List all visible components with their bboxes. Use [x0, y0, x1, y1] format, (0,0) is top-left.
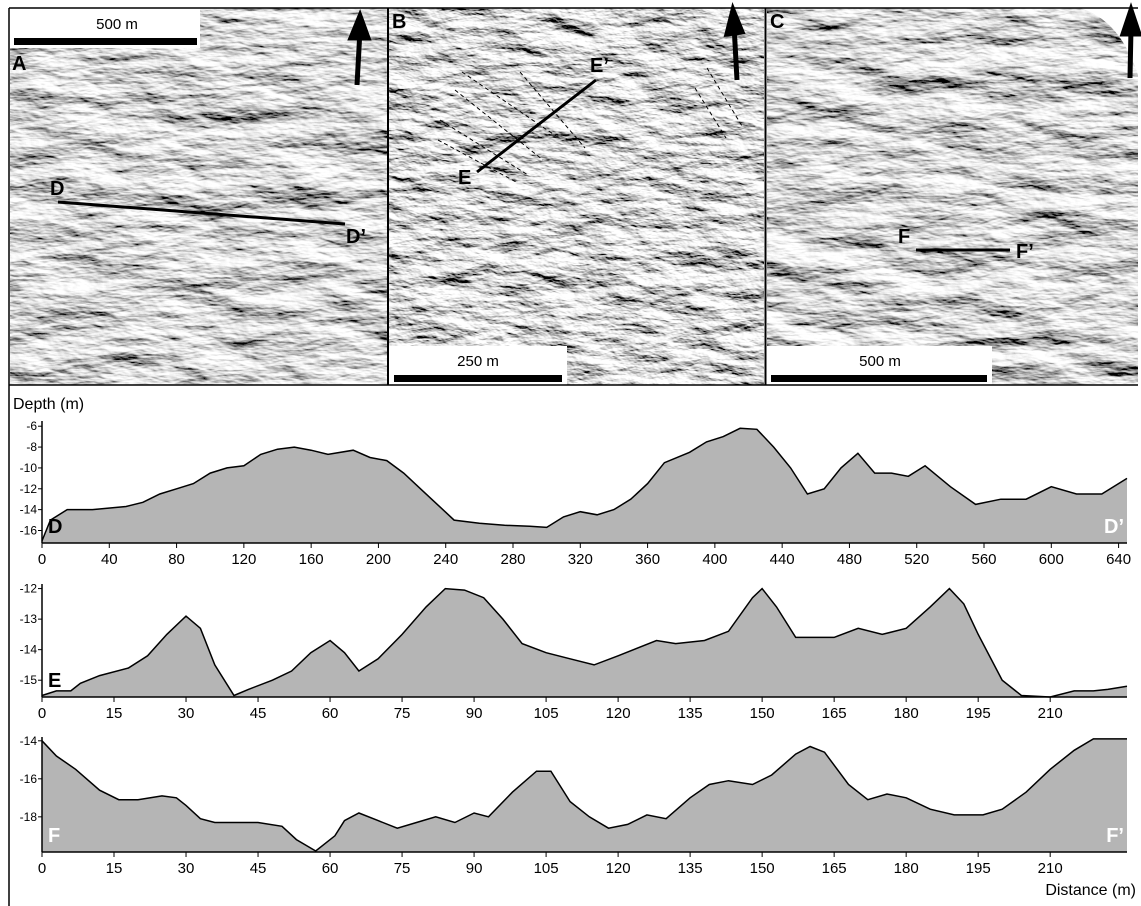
x-tick-label: 15 — [106, 860, 123, 877]
x-tick-label: 120 — [606, 705, 631, 722]
map-c: 500 m C F F’ — [767, 8, 1139, 385]
x-tick-label: 40 — [101, 551, 118, 568]
x-tick-label: 600 — [1039, 551, 1064, 568]
y-tick-label: -14 — [20, 734, 38, 748]
profile-start-label: F — [48, 825, 60, 847]
x-tick-label: 640 — [1106, 551, 1131, 568]
x-tick-label: 180 — [894, 705, 919, 722]
x-tick-label: 15 — [106, 705, 123, 722]
profile-start: F — [898, 226, 910, 248]
y-axis-title: Depth (m) — [13, 396, 84, 413]
y-tick-label: -15 — [20, 673, 38, 687]
x-tick-label: 160 — [299, 551, 324, 568]
y-tick-label: -16 — [20, 523, 38, 537]
x-tick-label: 135 — [678, 705, 703, 722]
scale-label: 500 m — [96, 16, 138, 33]
x-tick-label: 150 — [750, 860, 775, 877]
y-tick-label: -16 — [20, 772, 38, 786]
y-tick-label: -8 — [26, 440, 37, 454]
profile-start-label: D — [48, 516, 62, 538]
x-tick-label: 480 — [837, 551, 862, 568]
x-tick-label: 280 — [500, 551, 525, 568]
profile-start-label: E — [48, 670, 61, 692]
y-tick-label: -10 — [20, 461, 38, 475]
x-tick-label: 120 — [606, 860, 631, 877]
map-b: 250 m B E E’ — [389, 8, 764, 385]
x-tick-label: 165 — [822, 860, 847, 877]
x-tick-label: 195 — [966, 705, 991, 722]
profile-end: F’ — [1016, 241, 1034, 263]
x-tick-label: 150 — [750, 705, 775, 722]
hillshade — [767, 8, 1138, 385]
x-axis-title: Distance (m) — [1045, 882, 1136, 899]
y-tick-label: -12 — [20, 482, 38, 496]
x-tick-label: 0 — [38, 551, 46, 568]
x-tick-label: 105 — [534, 860, 559, 877]
x-tick-label: 135 — [678, 860, 703, 877]
x-tick-label: 240 — [433, 551, 458, 568]
y-tick-label: -14 — [20, 503, 38, 517]
y-tick-label: -14 — [20, 643, 38, 657]
x-tick-label: 75 — [394, 860, 411, 877]
x-tick-label: 60 — [322, 860, 339, 877]
profile-end: D’ — [346, 226, 366, 248]
y-tick-label: -18 — [20, 810, 38, 824]
x-tick-label: 400 — [702, 551, 727, 568]
x-tick-label: 520 — [904, 551, 929, 568]
x-tick-label: 30 — [178, 860, 195, 877]
scale-label: 500 m — [859, 353, 901, 370]
x-tick-label: 165 — [822, 705, 847, 722]
x-tick-label: 360 — [635, 551, 660, 568]
profile-start: E — [458, 167, 471, 189]
panel-label: B — [392, 11, 406, 33]
y-tick-label: -13 — [20, 612, 38, 626]
x-tick-label: 195 — [966, 860, 991, 877]
x-tick-label: 105 — [534, 705, 559, 722]
scale-bar — [394, 375, 562, 382]
hillshade — [10, 8, 387, 385]
x-tick-label: 45 — [250, 705, 267, 722]
x-tick-label: 200 — [366, 551, 391, 568]
x-tick-label: 120 — [231, 551, 256, 568]
x-tick-label: 60 — [322, 705, 339, 722]
profile-end: E’ — [590, 55, 609, 77]
panel-label: A — [12, 53, 26, 75]
x-tick-label: 210 — [1038, 705, 1063, 722]
x-tick-label: 0 — [38, 705, 46, 722]
x-tick-label: 0 — [38, 860, 46, 877]
scale-label: 250 m — [457, 353, 499, 370]
area-fill — [42, 739, 1127, 852]
x-tick-label: 320 — [568, 551, 593, 568]
x-tick-label: 210 — [1038, 860, 1063, 877]
area-fill — [42, 428, 1127, 543]
hillshade — [389, 8, 764, 385]
x-tick-label: 90 — [466, 860, 483, 877]
scale-bar — [771, 375, 987, 382]
profile-end-label: D’ — [1104, 516, 1124, 538]
x-tick-label: 80 — [168, 551, 185, 568]
x-tick-label: 180 — [894, 860, 919, 877]
y-tick-label: -6 — [26, 419, 37, 433]
x-tick-label: 560 — [971, 551, 996, 568]
panel-label: C — [770, 11, 784, 33]
x-tick-label: 440 — [770, 551, 795, 568]
profile-end-label: E’ — [1105, 670, 1124, 692]
map-a: 500 m A D D’ — [10, 8, 387, 385]
profile-end-label: F’ — [1106, 825, 1124, 847]
scale-bar — [14, 38, 197, 45]
x-tick-label: 45 — [250, 860, 267, 877]
x-tick-label: 90 — [466, 705, 483, 722]
x-tick-label: 30 — [178, 705, 195, 722]
y-tick-label: -12 — [20, 582, 38, 596]
x-tick-label: 75 — [394, 705, 411, 722]
figure: 500 m A D D’ 250 m B E E’ 500 m C F — [0, 0, 1141, 906]
profile-start: D — [50, 178, 64, 200]
